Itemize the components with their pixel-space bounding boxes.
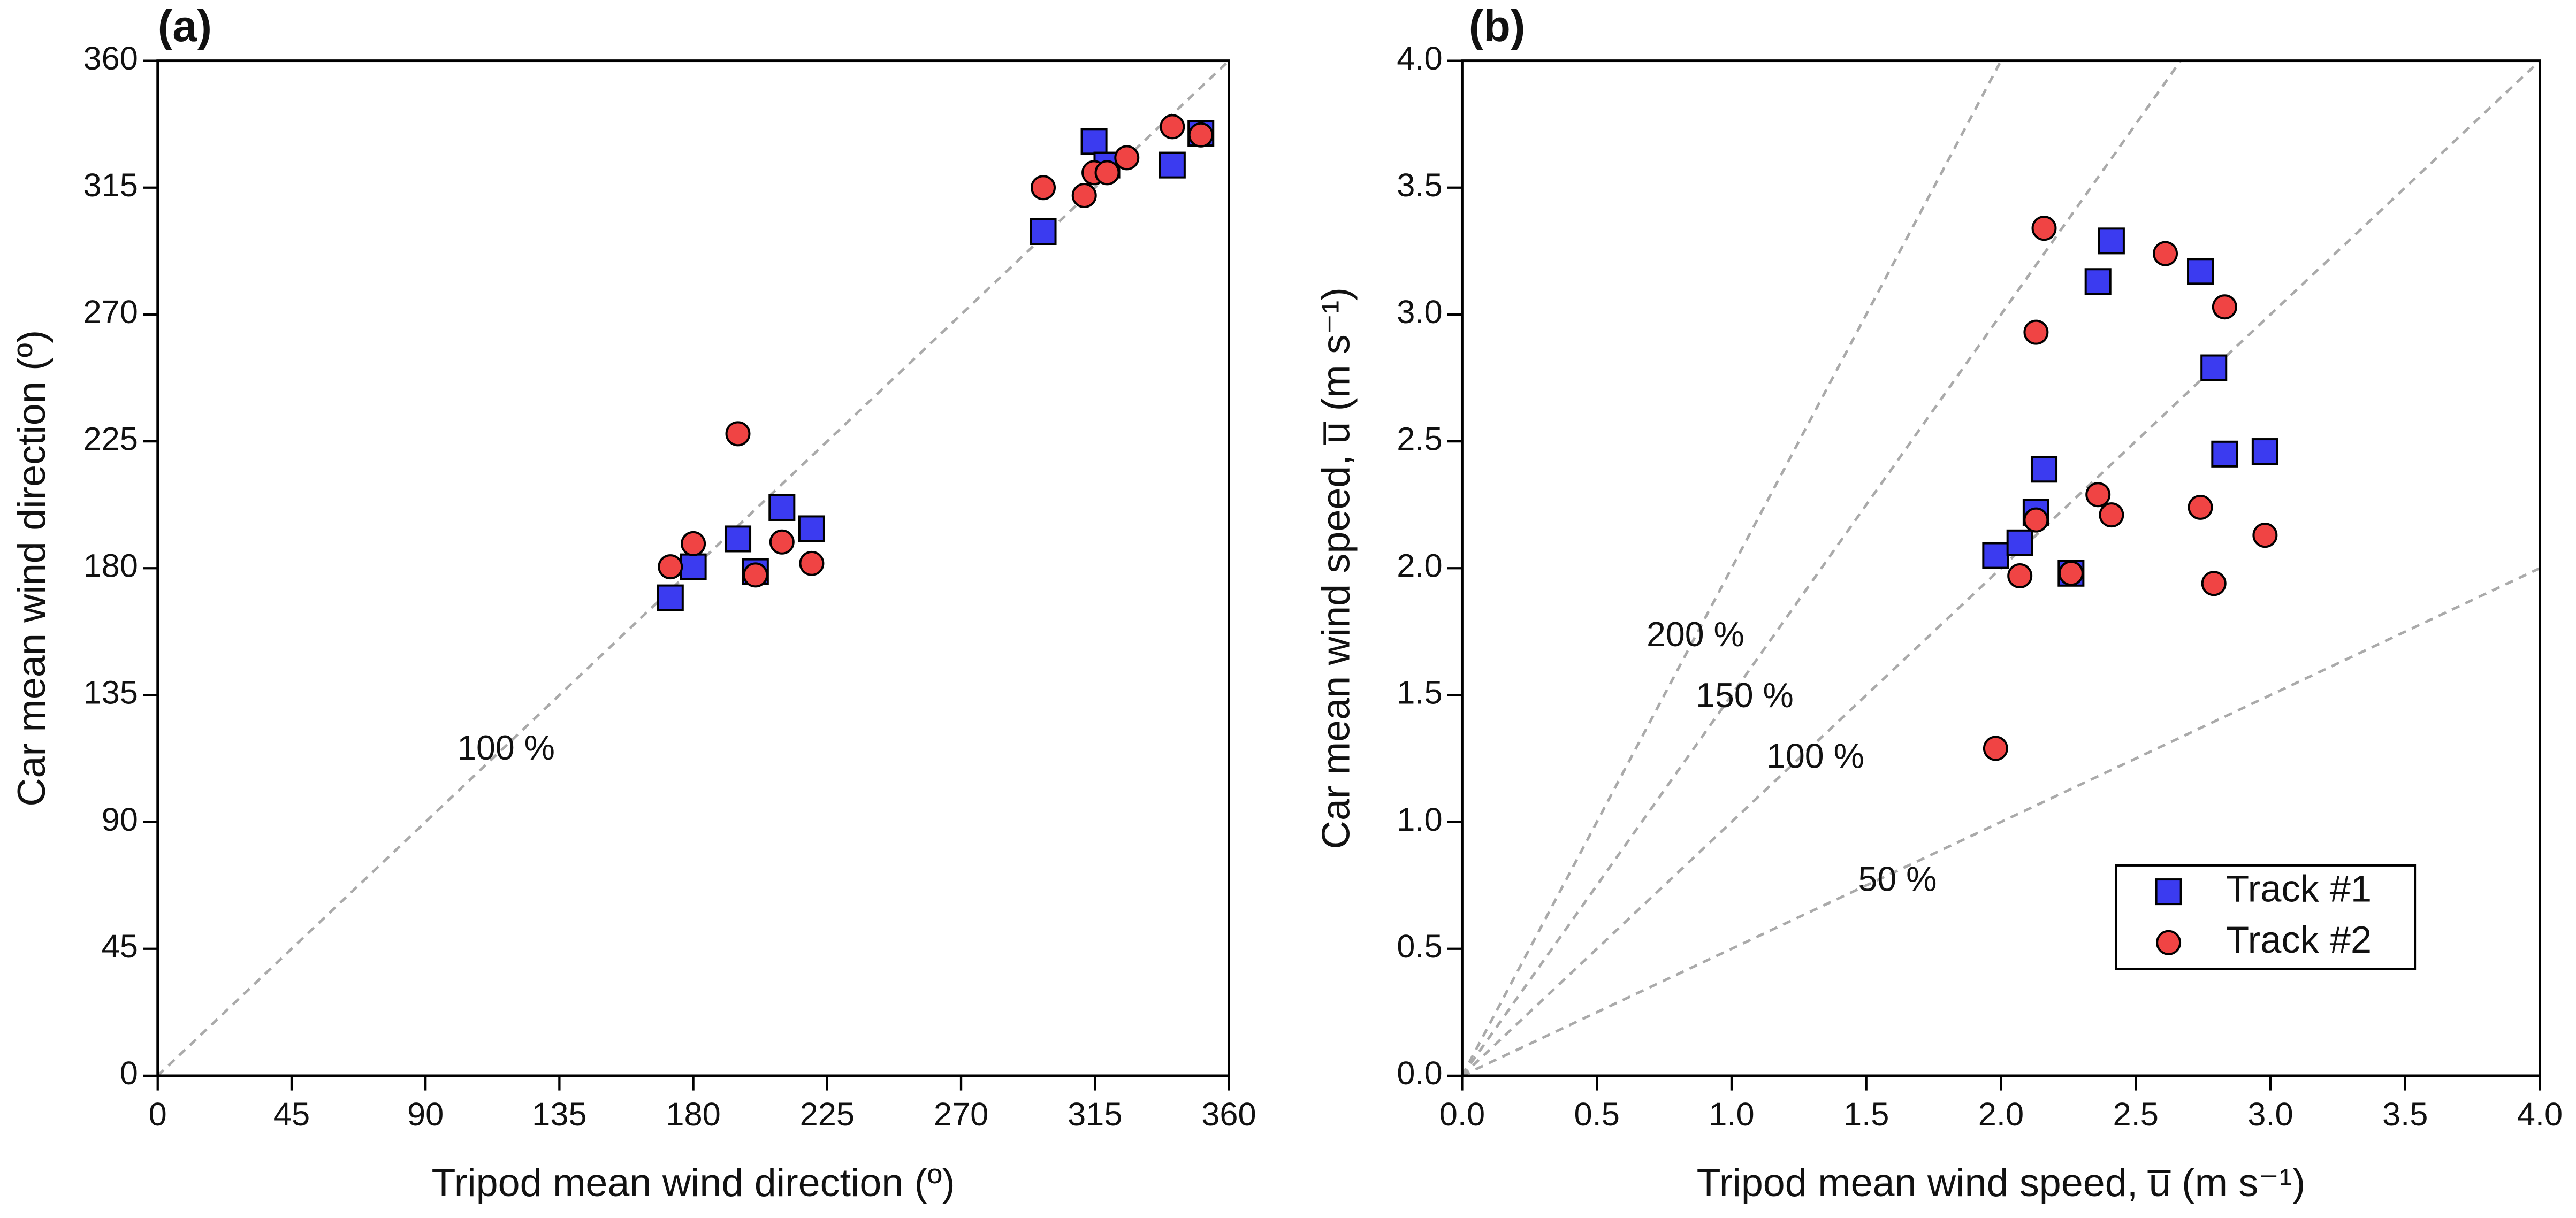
x-tick-label: 225 — [800, 1096, 855, 1133]
legend-label: Track #2 — [2226, 918, 2372, 961]
data-point — [657, 584, 684, 611]
y-tick-label: 2.5 — [1397, 420, 1442, 457]
reference-label: 50 % — [1858, 860, 1937, 899]
data-point — [2007, 563, 2033, 588]
data-point — [768, 494, 796, 521]
data-point — [1114, 145, 1140, 171]
y-tick-label: 270 — [83, 294, 138, 331]
panel-label: (b) — [1469, 1, 1526, 51]
x-tick-label: 270 — [934, 1096, 988, 1133]
panel: 100 % 0 45 90 135 180 225 270 315 360 0 45 90 135 180 2… — [9, 1, 1256, 1205]
y-tick-label: 1.5 — [1397, 675, 1442, 711]
x-axis-label: Tripod mean wind speed, u̅ (m s⁻¹) — [1697, 1160, 2306, 1205]
data-point — [658, 554, 683, 580]
data-point — [2006, 529, 2033, 556]
data-point — [2099, 502, 2124, 528]
data-point — [2252, 523, 2278, 548]
data-point — [2200, 354, 2228, 381]
data-point — [2030, 456, 2058, 483]
data-point — [1031, 175, 1056, 201]
y-tick-label: 4.0 — [1397, 40, 1442, 77]
y-axis-label: Car mean wind direction (º) — [9, 330, 54, 807]
x-tick-label: 1.5 — [1843, 1096, 1889, 1133]
data-point — [2153, 241, 2178, 266]
x-tick-label: 3.0 — [2247, 1096, 2293, 1133]
data-point — [2098, 227, 2125, 255]
x-tick-label: 0 — [149, 1096, 167, 1133]
data-point — [1094, 160, 1120, 186]
y-tick-label: 90 — [102, 801, 138, 838]
x-tick-label: 2.5 — [2113, 1096, 2159, 1133]
data-point — [1159, 151, 1186, 179]
data-point — [725, 421, 751, 447]
y-tick-label: 3.0 — [1397, 294, 1442, 331]
y-tick-label: 1.0 — [1397, 801, 1442, 838]
data-point — [2201, 571, 2227, 596]
y-axis-label: Car mean wind speed, u̅ (m s⁻¹) — [1314, 287, 1358, 849]
data-point — [1160, 114, 1185, 140]
reference-label: 100 % — [1766, 737, 1864, 775]
x-tick-label: 0.5 — [1574, 1096, 1620, 1133]
data-point — [1982, 542, 2009, 569]
data-point — [1983, 736, 2008, 761]
x-tick-label: 0.0 — [1439, 1096, 1485, 1133]
data-point — [799, 550, 825, 576]
reference-line — [1462, 567, 2540, 1076]
reference-line — [1462, 60, 2183, 1076]
data-point — [681, 531, 706, 556]
x-tick-label: 360 — [1201, 1096, 1256, 1133]
panel: 200 % 150 % 100 % 50 % 0.0 0.5 1.0 1.5 2.0 2.5 3.0… — [1314, 1, 2563, 1205]
y-tick-label: 225 — [83, 420, 138, 457]
y-tick-label: 3.5 — [1397, 167, 1442, 204]
data-point — [1188, 122, 1214, 148]
x-tick-label: 315 — [1068, 1096, 1122, 1133]
legend-marker — [2155, 878, 2182, 906]
data-point — [680, 553, 707, 580]
x-tick-label: 45 — [273, 1096, 310, 1133]
y-tick-label: 360 — [83, 40, 138, 77]
data-point — [2188, 494, 2213, 520]
x-tick-label: 180 — [666, 1096, 720, 1133]
data-point — [2084, 268, 2112, 295]
reference-label: 100 % — [457, 729, 555, 767]
y-tick-label: 315 — [83, 167, 138, 204]
legend-marker — [2156, 930, 2182, 955]
data-point — [2031, 216, 2057, 241]
reference-label: 200 % — [1647, 615, 1744, 654]
legend-label: Track #1 — [2226, 868, 2372, 910]
x-tick-label: 135 — [532, 1096, 586, 1133]
data-point — [1080, 128, 1108, 155]
data-point — [798, 515, 825, 542]
x-tick-label: 1.0 — [1709, 1096, 1754, 1133]
data-point — [2058, 561, 2084, 586]
x-axis-label: Tripod mean wind direction (º) — [432, 1160, 955, 1205]
panel-label: (a) — [158, 1, 212, 51]
x-tick-label: 3.5 — [2382, 1096, 2428, 1133]
x-tick-label: 90 — [407, 1096, 444, 1133]
data-point — [724, 525, 752, 553]
data-point — [769, 529, 795, 555]
data-point — [2211, 440, 2238, 468]
y-tick-label: 0.5 — [1397, 928, 1442, 965]
x-tick-label: 2.0 — [1978, 1096, 2024, 1133]
y-tick-label: 135 — [83, 675, 138, 711]
data-point — [2251, 438, 2278, 465]
y-tick-label: 0 — [120, 1055, 138, 1092]
data-point — [1071, 183, 1097, 209]
y-tick-label: 180 — [83, 547, 138, 584]
y-tick-label: 0.0 — [1397, 1055, 1442, 1092]
data-point — [2023, 319, 2049, 345]
data-point — [2212, 294, 2237, 320]
data-point — [743, 562, 768, 588]
y-tick-label: 45 — [102, 928, 138, 965]
data-point — [2085, 482, 2111, 508]
data-point — [1030, 218, 1057, 246]
y-tick-label: 2.0 — [1397, 547, 1442, 584]
data-point — [2023, 507, 2049, 533]
x-tick-label: 4.0 — [2517, 1096, 2563, 1133]
data-point — [2187, 258, 2214, 285]
reference-label: 150 % — [1696, 676, 1794, 715]
